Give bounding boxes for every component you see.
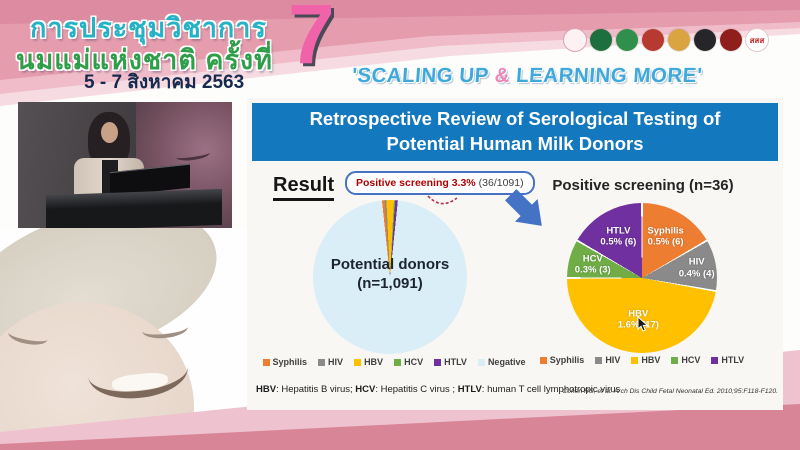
legend-label-htlv: HTLV bbox=[444, 357, 467, 367]
potential-donors-legend: Syphilis HIV HBV HCV HTLV Negative bbox=[262, 357, 525, 367]
dark-red-emblem-logo bbox=[720, 29, 742, 51]
legend-item-hiv: HIV bbox=[318, 357, 343, 367]
conference-title-line1: การประชุมวิชาการ bbox=[30, 13, 267, 43]
mouse-cursor-icon bbox=[637, 316, 649, 332]
potential-donors-label-line2: (n=1,091) bbox=[357, 274, 423, 292]
abbreviation-footnote: HBV: Hepatitis B virus; HCV: Hepatitis C… bbox=[256, 384, 620, 395]
legend-label-negative: Negative bbox=[487, 357, 526, 367]
footnote-abbr-htlv: HTLV bbox=[457, 384, 482, 395]
legend-item-hiv: HIV bbox=[595, 355, 620, 365]
footnote-def-hcv: : Hepatitis C virus ; bbox=[375, 384, 458, 395]
legend-item-hcv: HCV bbox=[394, 357, 423, 367]
breastfeeding-foundation-logo bbox=[564, 29, 586, 51]
footnote-def-htlv: : human T cell lymphotropic virus bbox=[481, 384, 621, 395]
legend-item-htlv: HTLV bbox=[434, 357, 467, 367]
presenter-video bbox=[18, 102, 232, 228]
podium bbox=[46, 188, 222, 228]
footnote-abbr-hcv: HCV bbox=[355, 384, 376, 395]
slogan-part2: LEARNING MORE' bbox=[509, 64, 704, 87]
legend-label-syphilis: Syphilis bbox=[549, 355, 585, 365]
thai-health-sss-logo: สสส bbox=[746, 29, 768, 51]
presenter-face bbox=[101, 122, 118, 143]
legend-item-syphilis: Syphilis bbox=[539, 355, 585, 365]
green-health-org-logo-2 bbox=[616, 29, 638, 51]
footnote-abbr-hbv: HBV bbox=[256, 384, 277, 395]
legend-swatch-negative bbox=[477, 358, 485, 366]
conference-header: การประชุมวิชาการ นมแม่แห่งชาติ ครั้งที่ … bbox=[0, 0, 800, 112]
legend-swatch-hcv bbox=[671, 356, 679, 364]
slogan-ampersand: & bbox=[493, 64, 511, 87]
black-emblem-logo bbox=[694, 29, 716, 51]
legend-swatch-hbv bbox=[354, 358, 362, 366]
legend-swatch-hiv bbox=[595, 356, 603, 364]
callout-detail: (36/1091) bbox=[478, 177, 524, 189]
legend-swatch-syphilis bbox=[539, 356, 547, 364]
edition-number: 7 bbox=[288, 0, 335, 81]
legend-label-hiv: HIV bbox=[605, 355, 621, 365]
legend-label-htlv: HTLV bbox=[721, 355, 745, 365]
legend-swatch-htlv bbox=[434, 358, 442, 366]
conference-slogan: 'SCALING UP & LEARNING MORE' bbox=[351, 64, 703, 88]
legend-swatch-hcv bbox=[394, 358, 402, 366]
slide-title: Retrospective Review of Serological Test… bbox=[309, 108, 721, 154]
positive-screening-title: Positive screening (n=36) bbox=[552, 177, 734, 194]
footnote-def-hbv: : Hepatitis B virus; bbox=[276, 384, 356, 395]
legend-swatch-hiv bbox=[318, 358, 326, 366]
legend-item-hcv: HCV bbox=[671, 355, 700, 365]
legend-item-htlv: HTLV bbox=[711, 355, 744, 365]
green-health-org-logo-1 bbox=[590, 29, 612, 51]
slide: Retrospective Review of Serological Test… bbox=[247, 98, 783, 410]
legend-item-hbv: HBV bbox=[354, 357, 383, 367]
legend-swatch-syphilis bbox=[262, 358, 270, 366]
result-heading: Result bbox=[273, 174, 335, 201]
legend-label-syphilis: Syphilis bbox=[272, 357, 308, 367]
conference-title-line2: นมแม่แห่งชาติ ครั้งที่ bbox=[16, 45, 273, 75]
legend-item-syphilis: Syphilis bbox=[262, 357, 308, 367]
royal-emblem-logo bbox=[642, 29, 664, 51]
legend-label-hiv: HIV bbox=[328, 357, 344, 367]
legend-item-hbv: HBV bbox=[631, 355, 660, 365]
potential-donors-label: Potential donors (n=1,091) bbox=[313, 256, 467, 294]
potential-donors-label-line1: Potential donors bbox=[330, 256, 450, 273]
positive-screening-callout: Positive screening 3.3% (36/1091) bbox=[345, 171, 535, 195]
citation: Cohen RS, et al. Arch Dis Child Fetal Ne… bbox=[562, 388, 778, 395]
crown-emblem-logo bbox=[668, 29, 690, 51]
potential-donors-pie bbox=[313, 200, 467, 354]
legend-label-hbv: HBV bbox=[364, 357, 384, 367]
slide-title-bar: Retrospective Review of Serological Test… bbox=[252, 103, 778, 161]
blue-arrow-icon bbox=[505, 189, 542, 226]
conference-date: 5 - 7 สิงหาคม 2563 bbox=[84, 72, 245, 93]
callout-highlight: Positive screening 3.3% bbox=[356, 177, 476, 189]
slogan-part1: 'SCALING UP bbox=[351, 64, 496, 87]
legend-label-hcv: HCV bbox=[404, 357, 424, 367]
callout-leader-line bbox=[427, 195, 458, 205]
legend-item-negative: Negative bbox=[477, 357, 526, 367]
legend-swatch-hbv bbox=[631, 356, 639, 364]
organization-logos-row: สสส bbox=[564, 29, 768, 51]
legend-label-hbv: HBV bbox=[641, 355, 661, 365]
positive-screening-legend: Syphilis HIV HBV HCV HTLV bbox=[539, 355, 744, 365]
legend-swatch-htlv bbox=[711, 356, 719, 364]
legend-label-hcv: HCV bbox=[681, 355, 701, 365]
